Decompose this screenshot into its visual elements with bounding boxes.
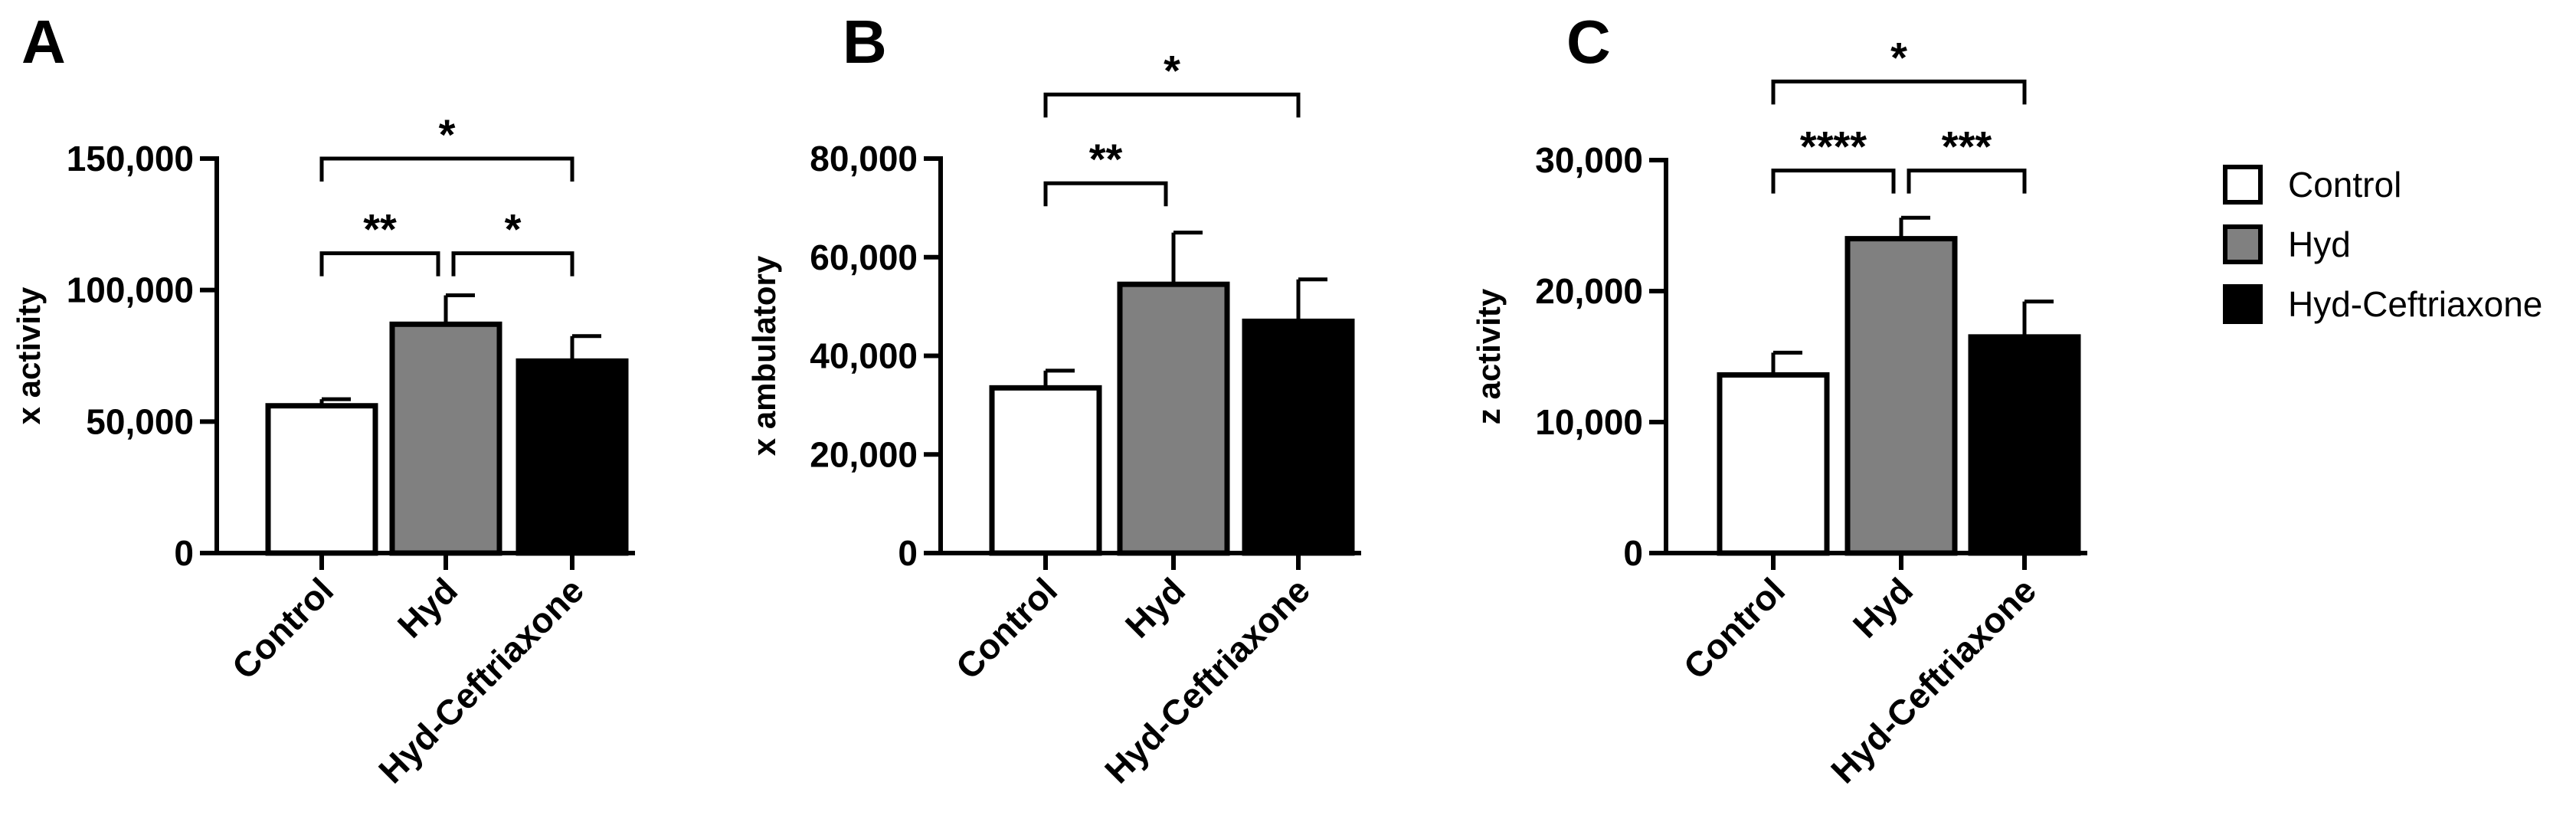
y-tick-label: 30,000 [1535,140,1643,180]
x-tick-label: Hyd [1118,570,1193,645]
bar-hyd-ceftriaxone [1242,318,1355,556]
significance-label: * [1890,33,1907,81]
bar-hyd [1844,236,1958,556]
significance-bracket [1771,169,1896,194]
bar-control [989,385,1102,556]
y-axis-label: z activity [1471,288,1507,424]
y-tick-label: 0 [174,533,194,573]
x-tick-label: Control [1676,570,1792,686]
significance-bracket [319,156,574,182]
legend-label: Control [2288,165,2401,205]
bar-hyd [389,321,502,556]
significance-label: * [1164,46,1180,94]
significance-bracket [1043,181,1168,207]
y-tick-label: 20,000 [1535,271,1643,311]
x-tick-label: Hyd [1845,570,1920,645]
legend-swatch [2223,224,2263,264]
bar-hyd-ceftriaxone [1968,334,2081,556]
significance-label: ** [1089,135,1123,183]
x-tick-label: Hyd [390,570,465,645]
significance-bracket [451,251,574,277]
panel-letter: A [21,8,66,76]
y-axis-label: x activity [11,286,47,424]
legend-label: Hyd [2288,224,2351,264]
y-tick-label: 0 [898,533,918,573]
x-tick-label: Control [224,570,341,686]
significance-label: ** [363,205,397,254]
legend-label: Hyd-Ceftriaxone [2288,284,2542,324]
significance-bracket [1907,169,2027,194]
y-tick-label: 10,000 [1535,402,1643,442]
bar-hyd [1117,281,1230,556]
y-axis-label: x ambulatory [746,255,782,456]
y-tick-label: 40,000 [810,336,918,376]
y-tick-label: 150,000 [67,139,194,178]
bar-hyd-ceftriaxone [516,358,629,556]
y-tick-label: 60,000 [810,237,918,277]
x-tick-label: Control [948,570,1065,686]
x-tick-label: Hyd-Ceftriaxone [1097,570,1317,791]
bar-control [1717,372,1830,556]
y-tick-label: 100,000 [67,270,194,310]
significance-bracket [1771,79,2027,105]
y-tick-label: 0 [1623,533,1643,573]
significance-label: *** [1942,123,1992,171]
panel-letter: B [843,8,887,76]
y-tick-label: 50,000 [86,401,194,441]
significance-label: * [439,110,456,159]
x-tick-label: Hyd-Ceftriaxone [1823,570,2044,791]
legend-swatch [2223,165,2263,205]
significance-bracket [1043,92,1301,118]
bar-control [265,403,378,556]
significance-label: * [505,205,522,254]
panel-letter: C [1566,8,1611,76]
significance-label: **** [1800,123,1867,171]
legend-swatch [2223,284,2263,324]
y-tick-label: 80,000 [810,139,918,178]
significance-bracket [319,251,440,277]
y-tick-label: 20,000 [810,434,918,474]
